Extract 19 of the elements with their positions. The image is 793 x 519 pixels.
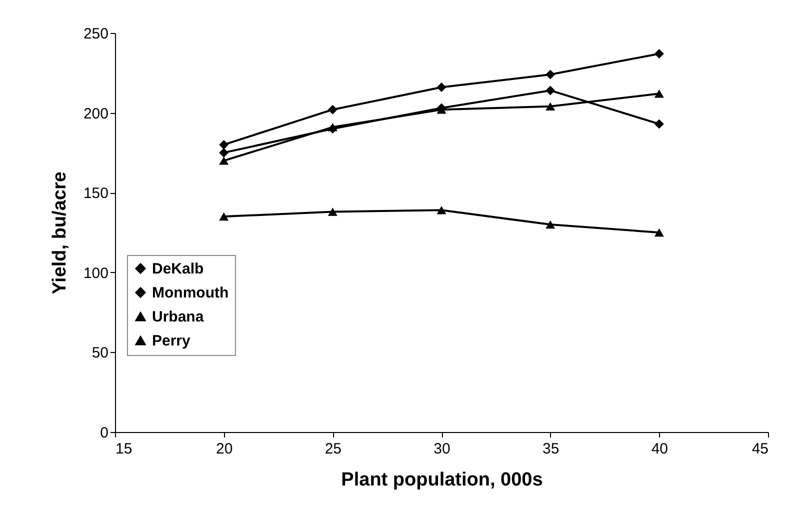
y-tick-label: 250	[83, 26, 108, 42]
legend-label: Perry	[152, 332, 192, 350]
x-tick-label: 25	[324, 440, 342, 458]
y-tick-label: 200	[83, 105, 108, 122]
x-tick-label: 30	[434, 440, 450, 458]
y-tick-label: 0	[100, 424, 108, 442]
legend-label: DeKalb	[152, 260, 204, 278]
y-tick-label: 150	[83, 185, 108, 202]
x-tick-label: 40	[651, 440, 668, 458]
x-axis-title: Plant population, 000s	[341, 470, 543, 490]
y-tick-label: 100	[83, 264, 108, 282]
x-tick-label: 20	[216, 440, 233, 458]
x-tick-label: 45	[752, 440, 768, 458]
legend-label: Urbana	[152, 308, 204, 326]
y-tick-label: 50	[92, 344, 108, 362]
y-axis-title: Yield, bu/acre	[49, 172, 70, 294]
x-tick-label: 35	[542, 440, 560, 458]
legend-label: Monmouth	[152, 284, 229, 302]
x-tick-label: 15	[116, 440, 132, 458]
